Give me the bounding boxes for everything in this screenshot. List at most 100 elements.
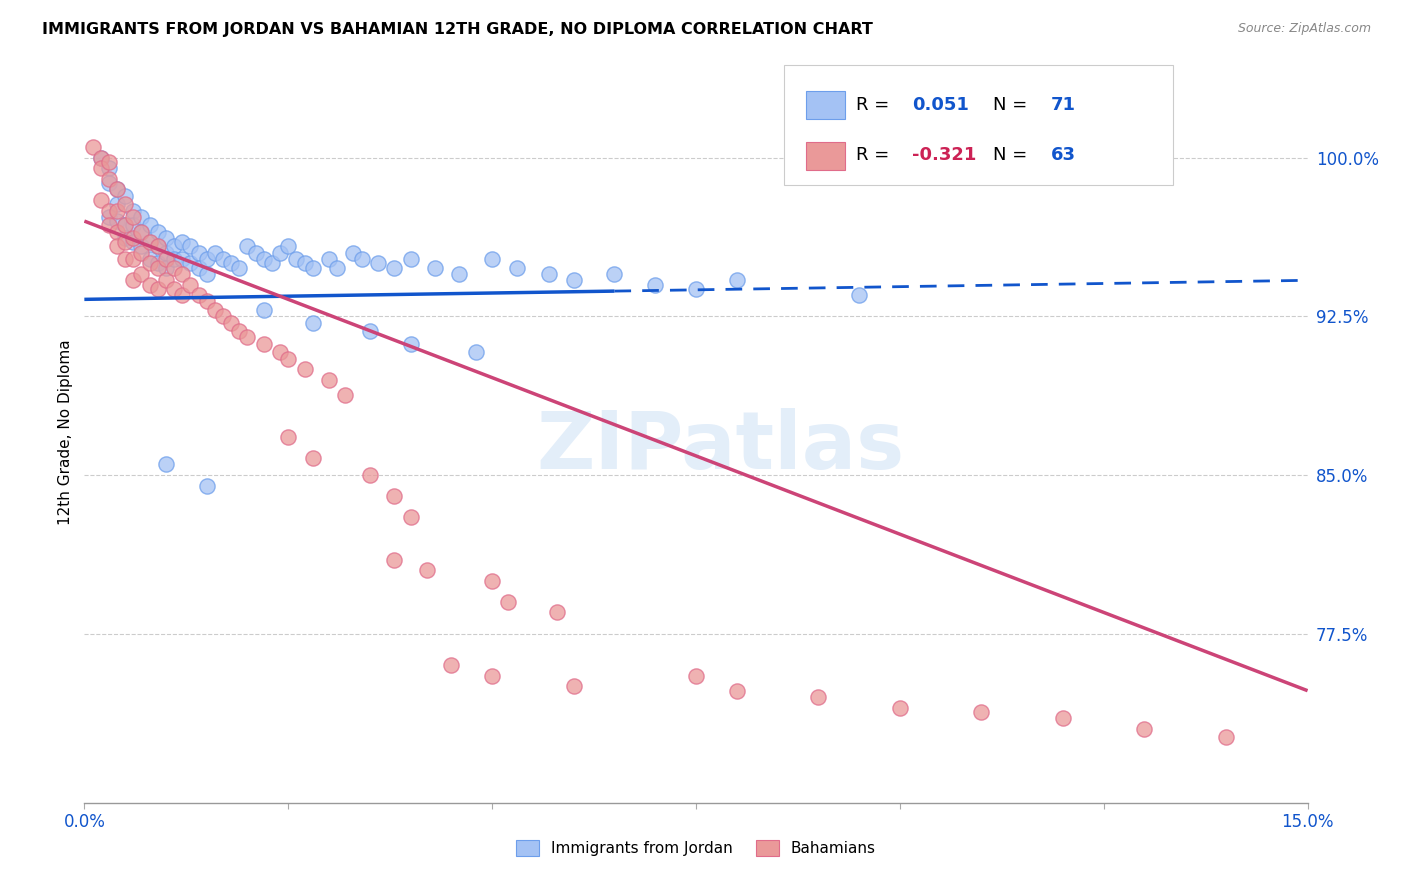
Point (131, 245, 153, 260)
Point (122, 219, 145, 233)
Point (301, 260, 323, 275)
Legend: Immigrants from Jordan, Bahamians: Immigrants from Jordan, Bahamians (510, 834, 882, 862)
Point (481, 252, 503, 267)
Point (970, 705, 993, 719)
Point (138, 235, 160, 250)
Point (131, 225, 153, 239)
Text: 0.051: 0.051 (912, 95, 969, 113)
Point (187, 288, 209, 302)
Point (219, 316, 242, 330)
Point (179, 239, 201, 253)
Point (146, 225, 169, 239)
Point (90, 151, 112, 165)
Point (155, 231, 177, 245)
Point (464, 345, 486, 359)
Point (399, 252, 422, 267)
Text: ZIPatlas: ZIPatlas (536, 409, 904, 486)
Point (538, 267, 561, 281)
Point (253, 252, 276, 267)
Text: Source: ZipAtlas.com: Source: ZipAtlas.com (1237, 22, 1371, 36)
Point (342, 245, 364, 260)
Point (105, 239, 128, 253)
Point (367, 256, 389, 270)
Point (131, 267, 153, 281)
Point (399, 510, 422, 524)
Point (725, 683, 748, 698)
Point (260, 256, 283, 270)
Point (359, 324, 381, 338)
Point (269, 245, 291, 260)
Text: R =: R = (856, 146, 896, 164)
Point (301, 450, 323, 465)
Point (138, 219, 160, 233)
Point (97, 210, 120, 224)
Point (122, 235, 145, 250)
Point (382, 489, 405, 503)
Point (848, 288, 870, 302)
Point (163, 282, 186, 296)
Point (318, 373, 340, 387)
Point (114, 188, 136, 202)
Point (359, 467, 381, 482)
Point (644, 277, 666, 292)
Point (122, 273, 145, 287)
Point (155, 458, 177, 472)
Point (179, 277, 201, 292)
Point (172, 288, 194, 302)
Point (440, 658, 463, 673)
Point (122, 210, 145, 224)
Point (187, 260, 209, 275)
Point (105, 225, 128, 239)
Point (277, 430, 299, 444)
Point (155, 273, 177, 287)
Y-axis label: 12th Grade, No Diploma: 12th Grade, No Diploma (58, 340, 73, 525)
Point (146, 239, 169, 253)
Point (204, 302, 226, 317)
Point (685, 669, 707, 683)
Point (498, 595, 520, 609)
Point (277, 351, 299, 366)
Point (172, 267, 194, 281)
Point (219, 256, 242, 270)
Point (449, 267, 471, 281)
Point (155, 245, 177, 260)
Point (481, 574, 503, 588)
Point (105, 203, 128, 218)
Point (122, 203, 145, 218)
Point (163, 239, 186, 253)
Point (105, 214, 128, 228)
Point (97, 203, 120, 218)
Point (146, 282, 169, 296)
Bar (806, 142, 845, 169)
Point (807, 690, 830, 704)
Point (163, 252, 186, 267)
Point (301, 316, 323, 330)
Point (1052, 711, 1074, 725)
Point (195, 294, 218, 309)
Point (416, 563, 439, 577)
Text: 71: 71 (1050, 95, 1076, 113)
Point (90, 151, 112, 165)
Point (505, 260, 527, 275)
Point (105, 182, 128, 196)
Point (253, 302, 276, 317)
Point (212, 252, 235, 267)
Bar (806, 91, 845, 120)
Point (114, 252, 136, 267)
Point (105, 197, 128, 211)
Point (725, 273, 748, 287)
Text: -0.321: -0.321 (912, 146, 977, 164)
Text: N =: N = (993, 95, 1033, 113)
Point (146, 239, 169, 253)
Text: N =: N = (993, 146, 1033, 164)
Point (97, 176, 120, 190)
Point (889, 700, 911, 714)
Point (294, 256, 316, 270)
Point (172, 252, 194, 267)
Point (114, 219, 136, 233)
Point (138, 235, 160, 250)
Point (562, 680, 585, 694)
Point (399, 336, 422, 351)
Point (97, 171, 120, 186)
Point (97, 161, 120, 176)
